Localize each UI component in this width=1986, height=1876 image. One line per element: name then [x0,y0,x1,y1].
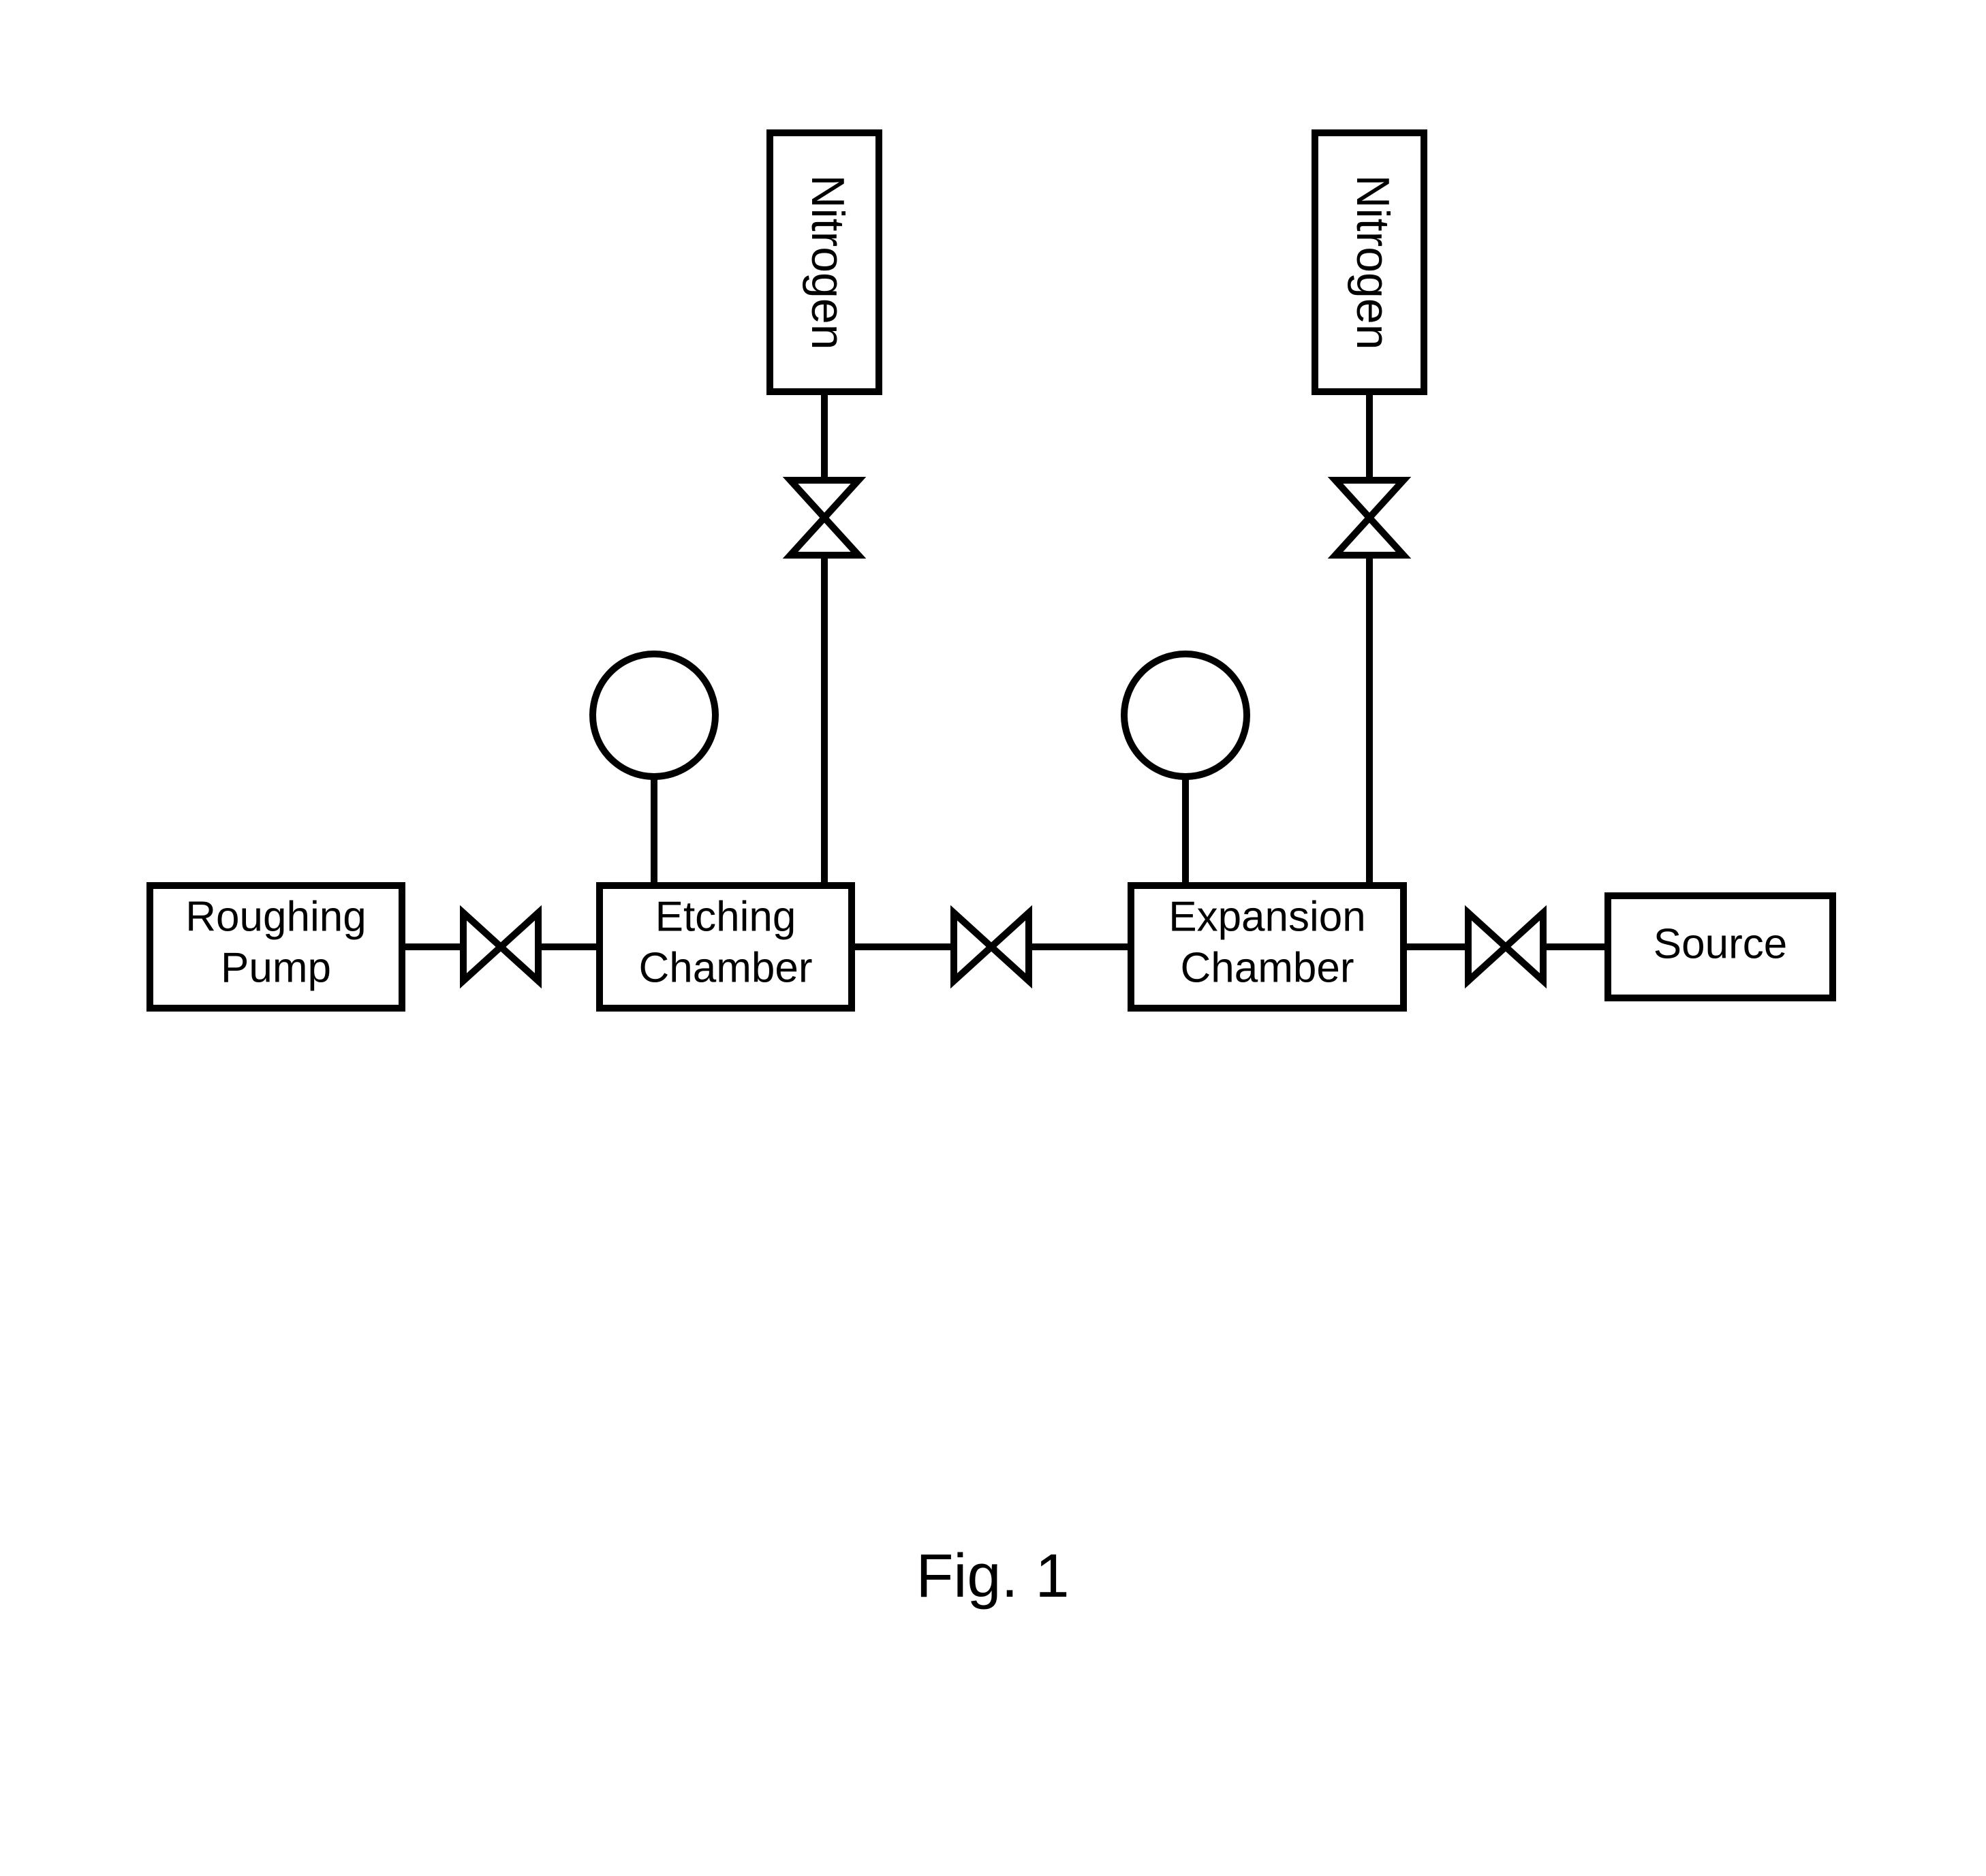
roughing-pump-label-2: Pump [221,944,331,991]
nitrogen-left-box: Nitrogen [770,133,879,392]
gauge-right [1124,654,1247,886]
valve-v2 [1335,480,1403,555]
source-label: Source [1654,920,1787,967]
gauge-left [593,654,715,886]
valve-h2 [954,913,1029,981]
valve-v1 [790,480,858,555]
expansion-chamber-label-2: Chamber [1181,944,1354,991]
valve-h3 [1468,913,1543,981]
roughing-pump-box: Roughing Pump [150,886,402,1008]
source-box: Source [1608,896,1833,998]
roughing-pump-label-1: Roughing [185,893,366,940]
nitrogen-left-label: Nitrogen [802,174,854,349]
figure-caption: Fig. 1 [916,1542,1069,1610]
etching-chamber-box: Etching Chamber [600,886,852,1008]
nitrogen-right-label: Nitrogen [1347,174,1399,349]
expansion-chamber-label-1: Expansion [1168,893,1366,940]
valve-h1 [463,913,538,981]
expansion-chamber-box: Expansion Chamber [1131,886,1403,1008]
etching-chamber-label-1: Etching [655,893,796,940]
etching-chamber-label-2: Chamber [639,944,813,991]
nitrogen-right-box: Nitrogen [1315,133,1424,392]
